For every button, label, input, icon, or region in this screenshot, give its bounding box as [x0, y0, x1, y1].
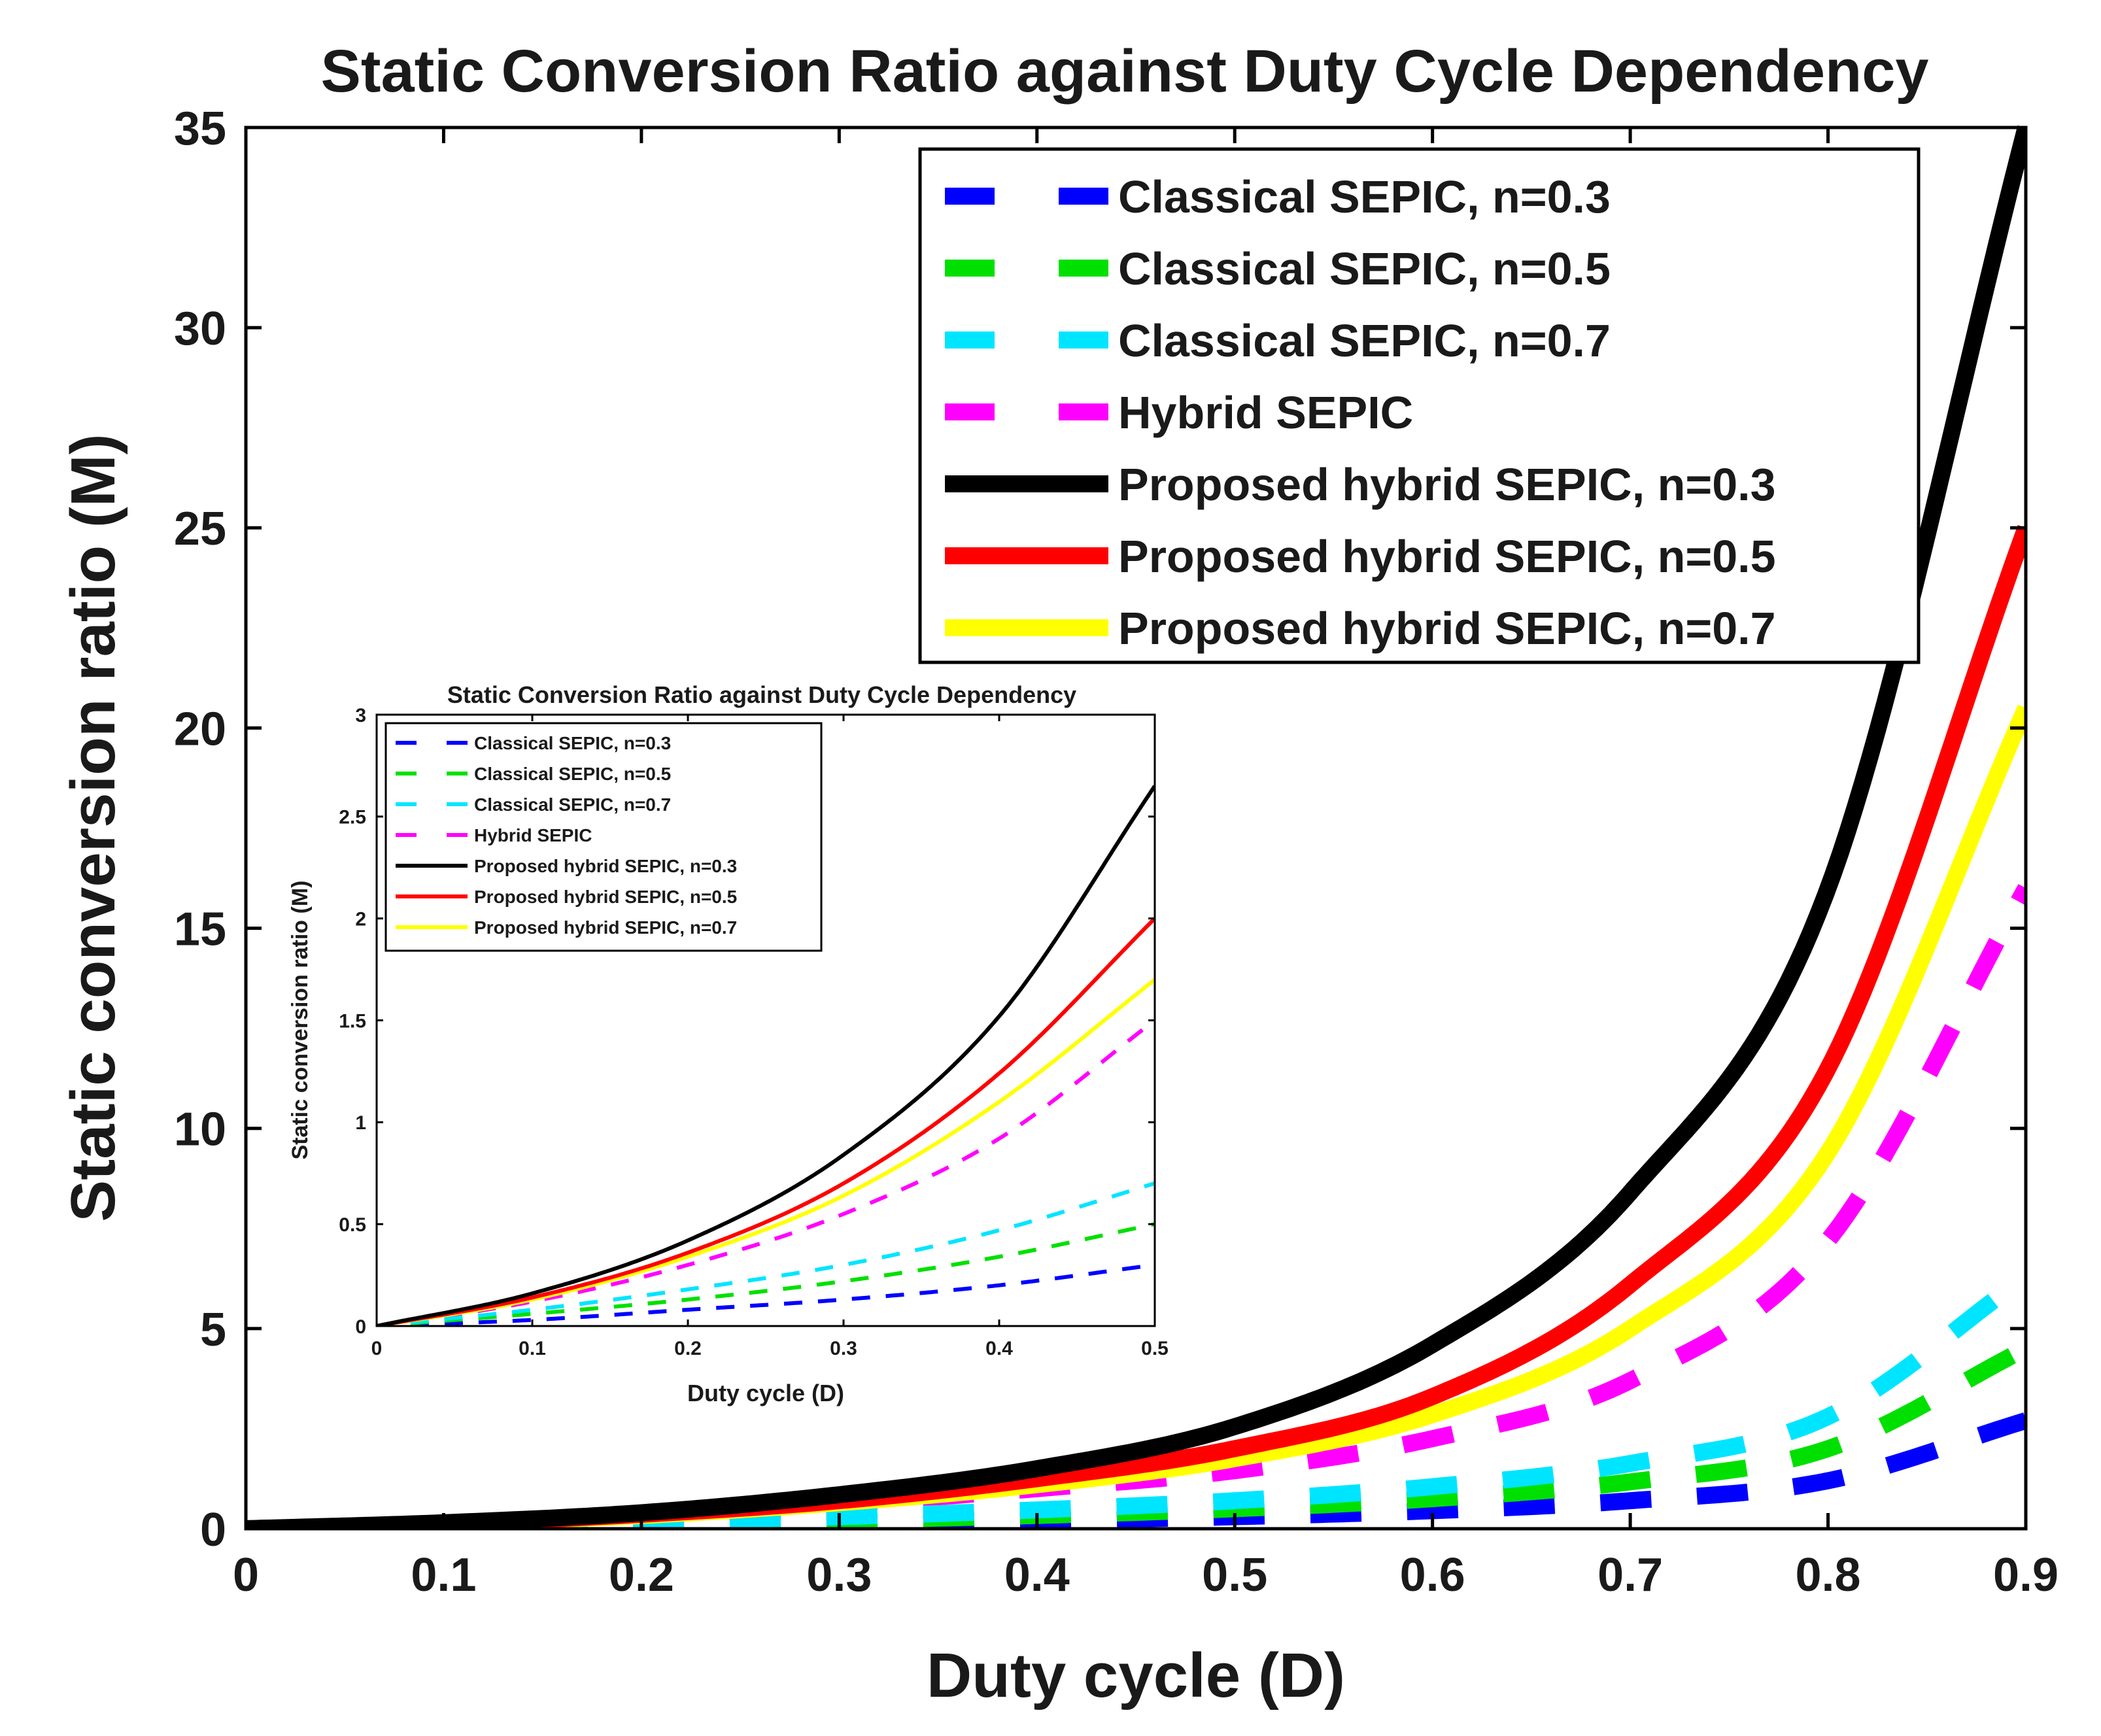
main-y-tick-label: 15	[174, 903, 226, 955]
inset-series-line-5	[377, 917, 1155, 1326]
main-legend-label-4: Proposed hybrid SEPIC, n=0.3	[1118, 459, 1776, 510]
inset-y-tick-label: 0	[355, 1316, 366, 1338]
main-y-tick-label: 35	[174, 103, 226, 155]
main-y-tick-label: 5	[200, 1304, 226, 1356]
main-legend-label-6: Proposed hybrid SEPIC, n=0.7	[1118, 603, 1776, 654]
inset-y-tick-label: 0.5	[339, 1214, 366, 1236]
inset-x-tick-label: 0.2	[674, 1338, 702, 1359]
inset-y-tick-label: 1	[355, 1112, 366, 1134]
main-x-tick-label: 0.2	[609, 1549, 674, 1601]
inset-series-line-2	[377, 1181, 1155, 1326]
main-chart-title: Static Conversion Ratio against Duty Cyc…	[320, 38, 1928, 105]
main-legend-label-0: Classical SEPIC, n=0.3	[1118, 171, 1611, 222]
inset-legend-label-3: Hybrid SEPIC	[474, 825, 592, 845]
inset-chart-title: Static Conversion Ratio against Duty Cyc…	[447, 681, 1076, 708]
inset-x-axis-label: Duty cycle (D)	[687, 1380, 844, 1406]
inset-y-tick-label: 2.5	[339, 807, 366, 828]
main-y-tick-label: 30	[174, 303, 226, 355]
main-legend-label-1: Classical SEPIC, n=0.5	[1118, 243, 1611, 294]
inset-legend-label-1: Classical SEPIC, n=0.5	[474, 764, 671, 784]
inset-legend-label-5: Proposed hybrid SEPIC, n=0.5	[474, 887, 737, 907]
main-y-tick-label: 25	[174, 503, 226, 555]
main-x-tick-label: 0.9	[1993, 1549, 2058, 1601]
inset-legend-label-6: Proposed hybrid SEPIC, n=0.7	[474, 917, 737, 938]
main-y-axis-label: Static conversion ratio (M)	[58, 434, 128, 1222]
main-legend-label-3: Hybrid SEPIC	[1118, 387, 1413, 438]
inset-legend: Classical SEPIC, n=0.3 Classical SEPIC, n…	[384, 722, 823, 952]
inset-legend-label-2: Classical SEPIC, n=0.7	[474, 794, 671, 815]
inset-y-axis-label: Static conversion ratio (M)	[288, 881, 313, 1160]
inset-x-tick-label: 0.4	[985, 1338, 1013, 1359]
main-series-line-4	[246, 125, 2026, 1529]
main-chart: Static Conversion Ratio against Duty Cyc…	[58, 38, 2058, 1710]
inset-series-line-1	[377, 1222, 1155, 1326]
inset-legend-label-4: Proposed hybrid SEPIC, n=0.3	[474, 856, 737, 876]
inset-x-tick-label: 0.3	[830, 1338, 857, 1359]
main-legend: Classical SEPIC, n=0.3 Classical SEPIC, n…	[918, 147, 1921, 664]
inset-series-line-0	[377, 1263, 1155, 1326]
inset-y-tick-label: 1.5	[339, 1010, 366, 1032]
main-x-tick-label: 0.7	[1597, 1549, 1663, 1601]
inset-chart: Static Conversion Ratio against Duty Cyc…	[288, 681, 1169, 1406]
main-x-tick-label: 0.3	[806, 1549, 872, 1601]
inset-x-tick-label: 0.5	[1141, 1338, 1169, 1359]
main-x-tick-label: 0.6	[1400, 1549, 1465, 1601]
main-x-tick-label: 0	[233, 1549, 259, 1601]
inset-y-tick-label: 3	[355, 705, 366, 726]
main-x-tick-label: 0.8	[1796, 1549, 1861, 1601]
main-x-tick-label: 0.4	[1004, 1549, 1070, 1601]
main-y-tick-label: 10	[174, 1104, 226, 1156]
main-legend-label-5: Proposed hybrid SEPIC, n=0.5	[1118, 531, 1776, 582]
inset-x-tick-label: 0	[371, 1338, 383, 1359]
inset-series-line-3	[377, 1019, 1155, 1326]
inset-legend-label-0: Classical SEPIC, n=0.3	[474, 733, 671, 753]
main-x-axis-label: Duty cycle (D)	[927, 1641, 1345, 1710]
inset-y-tick-label: 2	[355, 908, 366, 930]
main-y-tick-label: 20	[174, 703, 226, 755]
main-y-tick-label: 0	[200, 1504, 226, 1556]
main-plot-frame	[244, 126, 2028, 1531]
inset-series-line-4	[377, 785, 1155, 1326]
main-x-tick-label: 0.1	[411, 1549, 476, 1601]
main-x-tick-label: 0.5	[1202, 1549, 1267, 1601]
inset-x-tick-label: 0.1	[519, 1338, 546, 1359]
main-legend-label-2: Classical SEPIC, n=0.7	[1118, 315, 1611, 366]
